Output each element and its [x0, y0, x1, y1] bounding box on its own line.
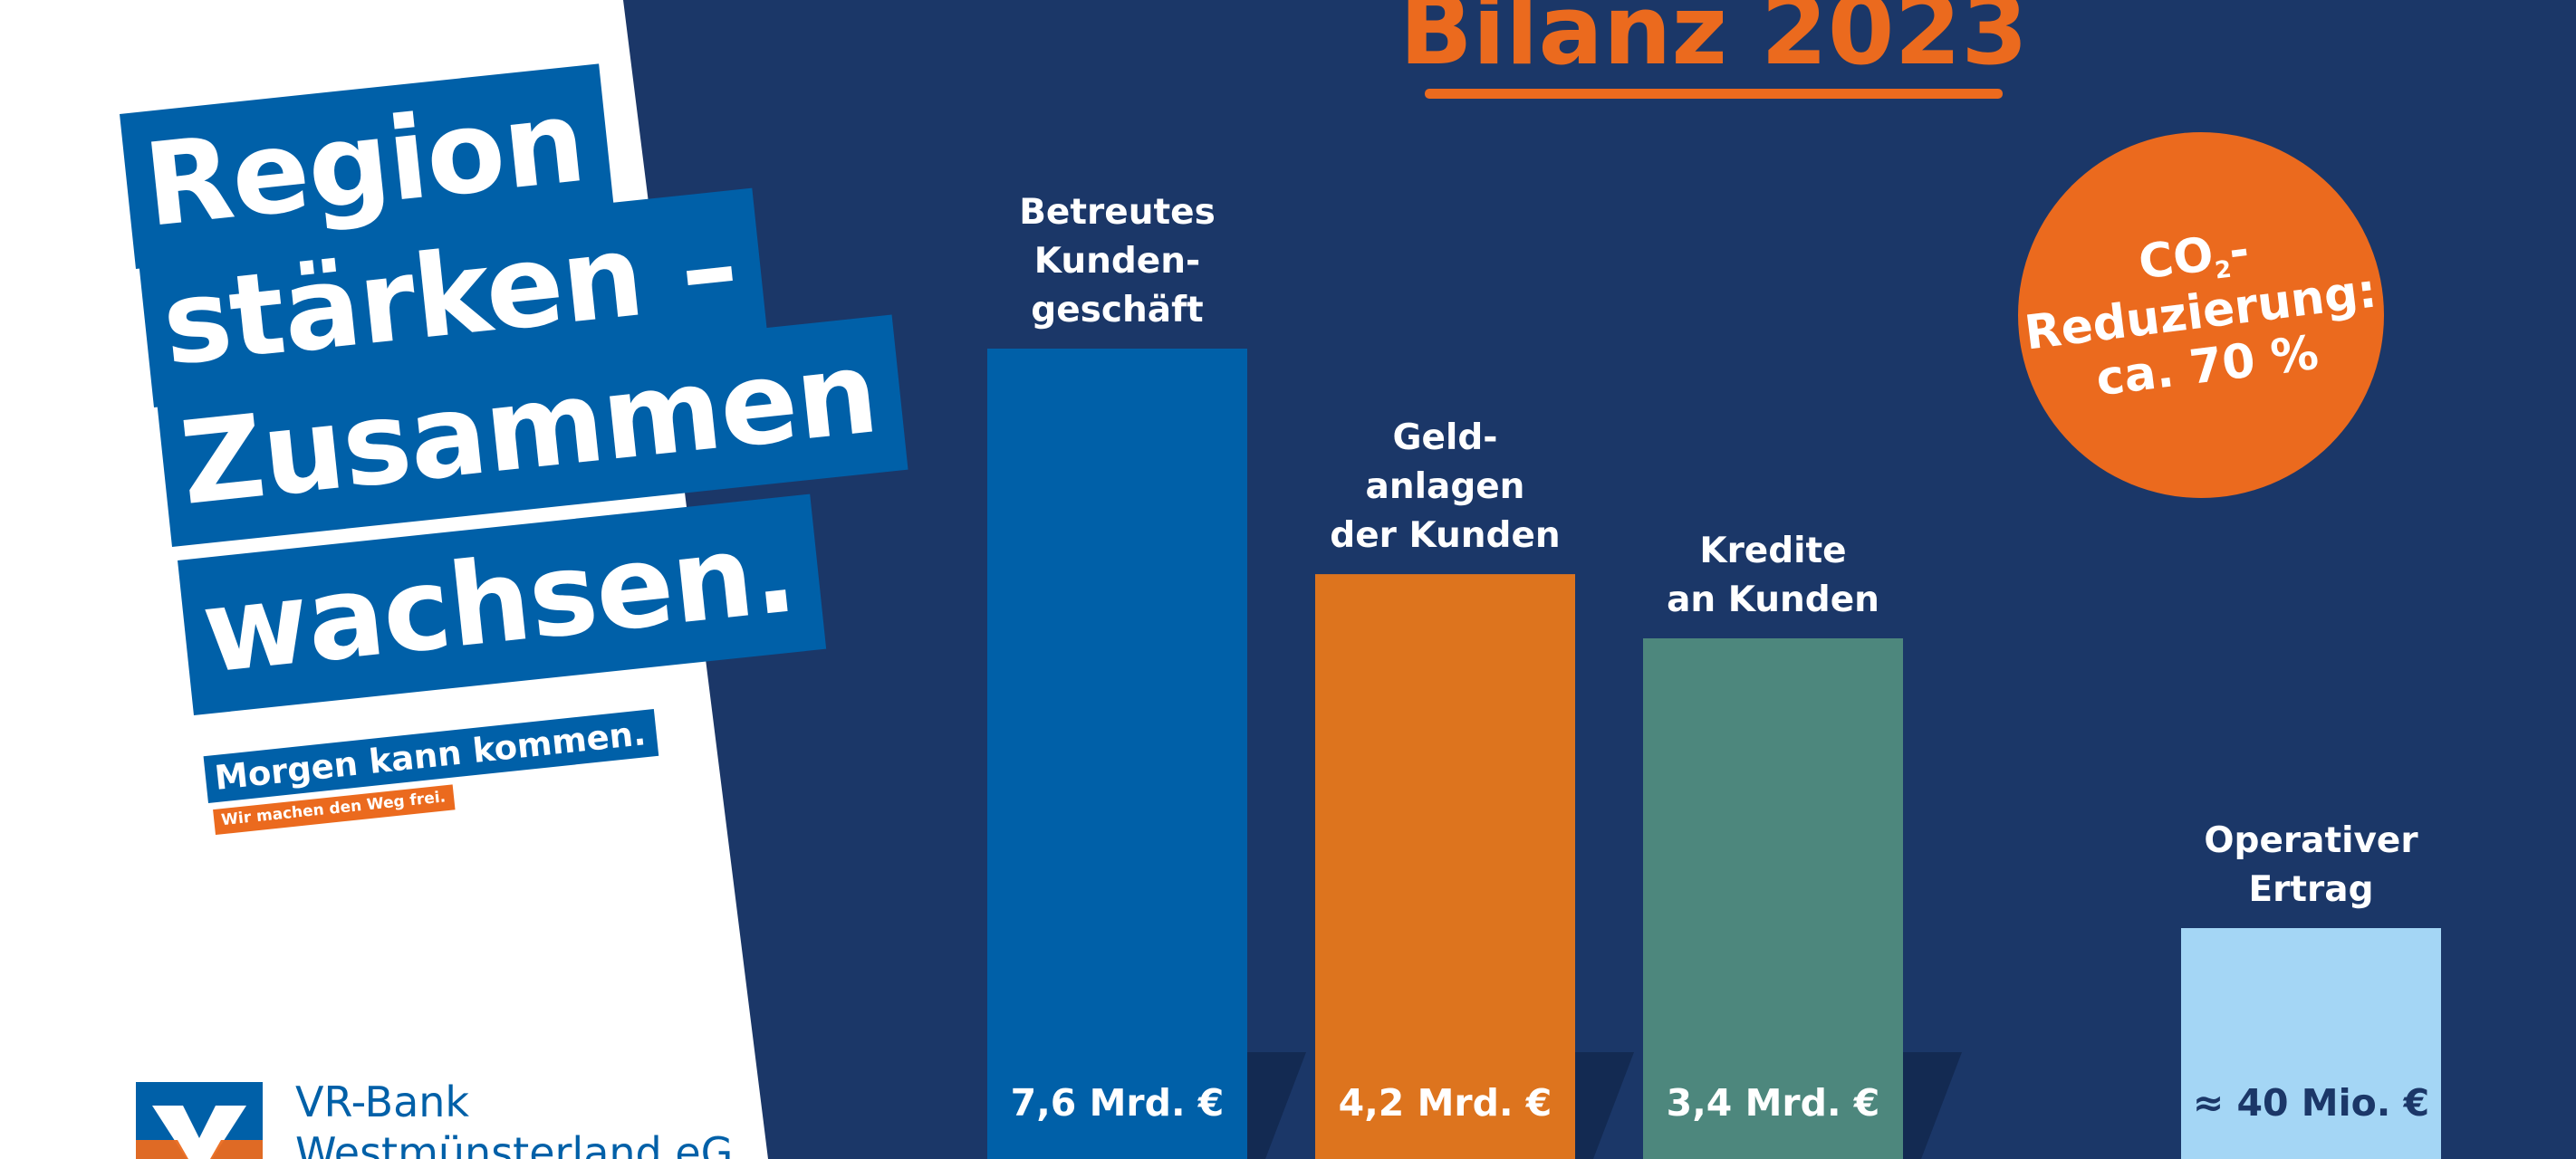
value-label: 4,2 Mrd. €: [1339, 1081, 1552, 1125]
category-label: Betreutes Kunden-geschäft: [1019, 192, 1216, 330]
title-underline: [1425, 89, 2003, 99]
badge-line-1: CO2-: [2136, 223, 2253, 293]
value-label: ≈ 40 Mio. €: [2193, 1081, 2429, 1125]
chart-title: Bilanz 2023: [1399, 0, 2028, 86]
bar: [1643, 637, 1903, 1159]
category-label: Kredite an Kunden: [1667, 531, 1879, 620]
bank-name-line-2: Westmünsterland eG: [295, 1128, 734, 1159]
value-label: 3,4 Mrd. €: [1667, 1081, 1880, 1125]
bar-shadow: [1575, 1052, 1634, 1159]
bank-logo-icon: [136, 1082, 263, 1159]
category-label: Operativer Ertrag: [2204, 820, 2418, 910]
bar: [987, 349, 1247, 1159]
co2-badge: CO2- Reduzierung: ca. 70 %: [2018, 132, 2384, 498]
bar-shadow: [1247, 1052, 1306, 1159]
bar: [1315, 574, 1575, 1159]
badge-circle: [2018, 132, 2384, 498]
category-label: Geld-anlagen der Kunden: [1330, 417, 1560, 556]
value-label: 7,6 Mrd. €: [1011, 1081, 1225, 1125]
bar: [2181, 928, 2441, 1159]
bar-shadow: [1903, 1052, 1962, 1159]
bank-name-line-1: VR-Bank: [295, 1078, 470, 1126]
